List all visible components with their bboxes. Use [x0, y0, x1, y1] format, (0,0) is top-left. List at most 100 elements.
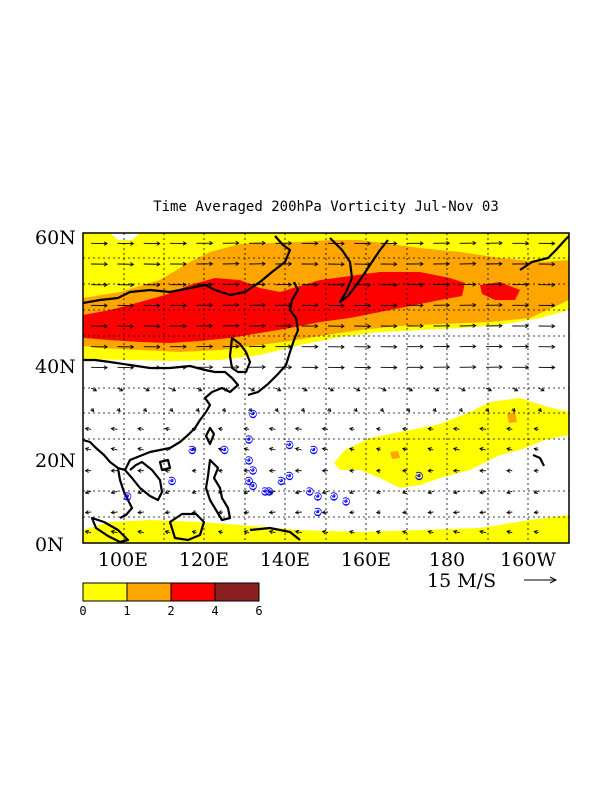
wind-vector-head	[268, 447, 274, 452]
lat-label-20n: 20N	[35, 450, 76, 472]
wind-vector-head	[164, 489, 169, 495]
wind-vector-head	[130, 344, 135, 350]
wind-vector	[479, 530, 487, 534]
wind-vector-head	[525, 365, 530, 370]
wind-vector-head	[321, 426, 326, 432]
wind-vector-head	[103, 344, 108, 350]
wind-vector-head	[261, 282, 266, 287]
wind-vector-head	[511, 407, 516, 413]
typhoon-marker: ම	[168, 475, 176, 488]
wind-vector-head	[224, 387, 229, 392]
wind-vector-head	[84, 529, 90, 535]
wind-vector-head	[393, 344, 398, 350]
typhoon-marker: ම	[265, 485, 273, 498]
wind-vector-head	[243, 510, 248, 515]
wind-vector	[196, 387, 202, 392]
wind-vector-head	[235, 323, 240, 328]
wind-vector-head	[156, 282, 161, 288]
wind-vector-head	[446, 302, 451, 308]
wind-vector-head	[472, 344, 477, 349]
wind-vector-head	[137, 490, 142, 495]
wind-vector	[485, 387, 492, 392]
lat-label-40n: 40N	[35, 356, 76, 378]
wind-vector-head	[321, 490, 327, 495]
wind-vector-head	[92, 387, 98, 392]
wind-vector-head	[379, 407, 384, 413]
wind-vector-head	[479, 490, 484, 495]
wind-vector-head	[235, 261, 240, 266]
wind-vector-head	[472, 323, 477, 328]
wind-vector-head	[103, 261, 108, 267]
wind-vector-head	[329, 387, 335, 392]
wind-vector	[322, 447, 329, 451]
wind-vector-head	[472, 261, 477, 266]
wind-vector-head	[533, 447, 538, 452]
wind-vector-head	[156, 365, 161, 370]
typhoon-marker: ම	[249, 465, 257, 478]
wind-vector	[479, 447, 487, 451]
wind-vector-head	[367, 241, 372, 246]
wind-vector-head	[142, 407, 147, 413]
map-frame	[82, 232, 570, 544]
wind-vector-head	[90, 407, 95, 413]
wind-vector-head	[537, 407, 542, 413]
wind-vector-head	[487, 387, 493, 392]
wind-vector-head	[525, 303, 530, 308]
wind-vector-head	[209, 261, 214, 267]
wind-vector	[512, 387, 518, 392]
wind-vector-head	[419, 261, 424, 267]
wind-vector-head	[479, 426, 484, 432]
wind-vector-head	[452, 447, 458, 452]
wind-vector-head	[340, 241, 345, 246]
lon-label-140e: 140E	[260, 549, 310, 571]
wind-vector	[169, 387, 176, 392]
wind-vector-head	[402, 447, 407, 452]
wind-vector	[506, 511, 513, 514]
wind-vector	[453, 511, 460, 514]
wind-vector-head	[268, 529, 274, 535]
wind-vector-head	[261, 344, 266, 349]
wind-vector-head	[243, 529, 248, 535]
wind-vector-head	[485, 407, 490, 413]
typhoon-marker: ම	[415, 470, 423, 483]
wind-vector-head	[498, 261, 503, 266]
wind-vector-head	[432, 407, 437, 413]
wind-vector-head	[103, 323, 108, 329]
wind-vector-head	[427, 447, 432, 452]
wind-vector	[248, 387, 255, 392]
wind-vector	[295, 490, 302, 494]
wind-vector-head	[340, 262, 345, 267]
wind-vector-head	[314, 365, 319, 370]
wind-vector-head	[525, 261, 530, 267]
wind-vector-head	[261, 364, 266, 370]
coastline-new-guinea	[249, 526, 301, 541]
wind-vector-head	[217, 426, 223, 432]
wind-vector-head	[156, 262, 161, 267]
coastline-japan	[247, 281, 300, 397]
wind-vector	[90, 387, 97, 392]
typhoon-marker: ම	[245, 454, 253, 467]
wind-vector-head	[472, 282, 477, 287]
wind-vector-head	[446, 282, 451, 287]
wind-vector-head	[119, 387, 124, 392]
wind-vector-head	[479, 510, 484, 515]
wind-vector-head	[514, 387, 519, 392]
coastlines	[83, 235, 569, 543]
wind-vector-head	[198, 387, 203, 392]
wind-vector-head	[419, 344, 424, 349]
wind-vector-head	[182, 344, 187, 349]
wind-vector-head	[116, 407, 121, 413]
wind-vector	[506, 447, 513, 451]
wind-vector-head	[171, 387, 177, 392]
wind-vector-head	[533, 510, 538, 515]
wind-vector-head	[156, 324, 161, 329]
lat-label-0n: 0N	[35, 534, 64, 556]
wind-vector	[453, 428, 460, 430]
lon-label-180: 180	[429, 549, 465, 571]
wind-vector-head	[195, 407, 200, 413]
wind-vector-head	[103, 241, 108, 246]
wind-vector-head	[277, 387, 282, 392]
wind-vector-head	[268, 510, 274, 515]
wind-vector-head	[84, 468, 89, 473]
wind-vector-head	[321, 447, 327, 452]
